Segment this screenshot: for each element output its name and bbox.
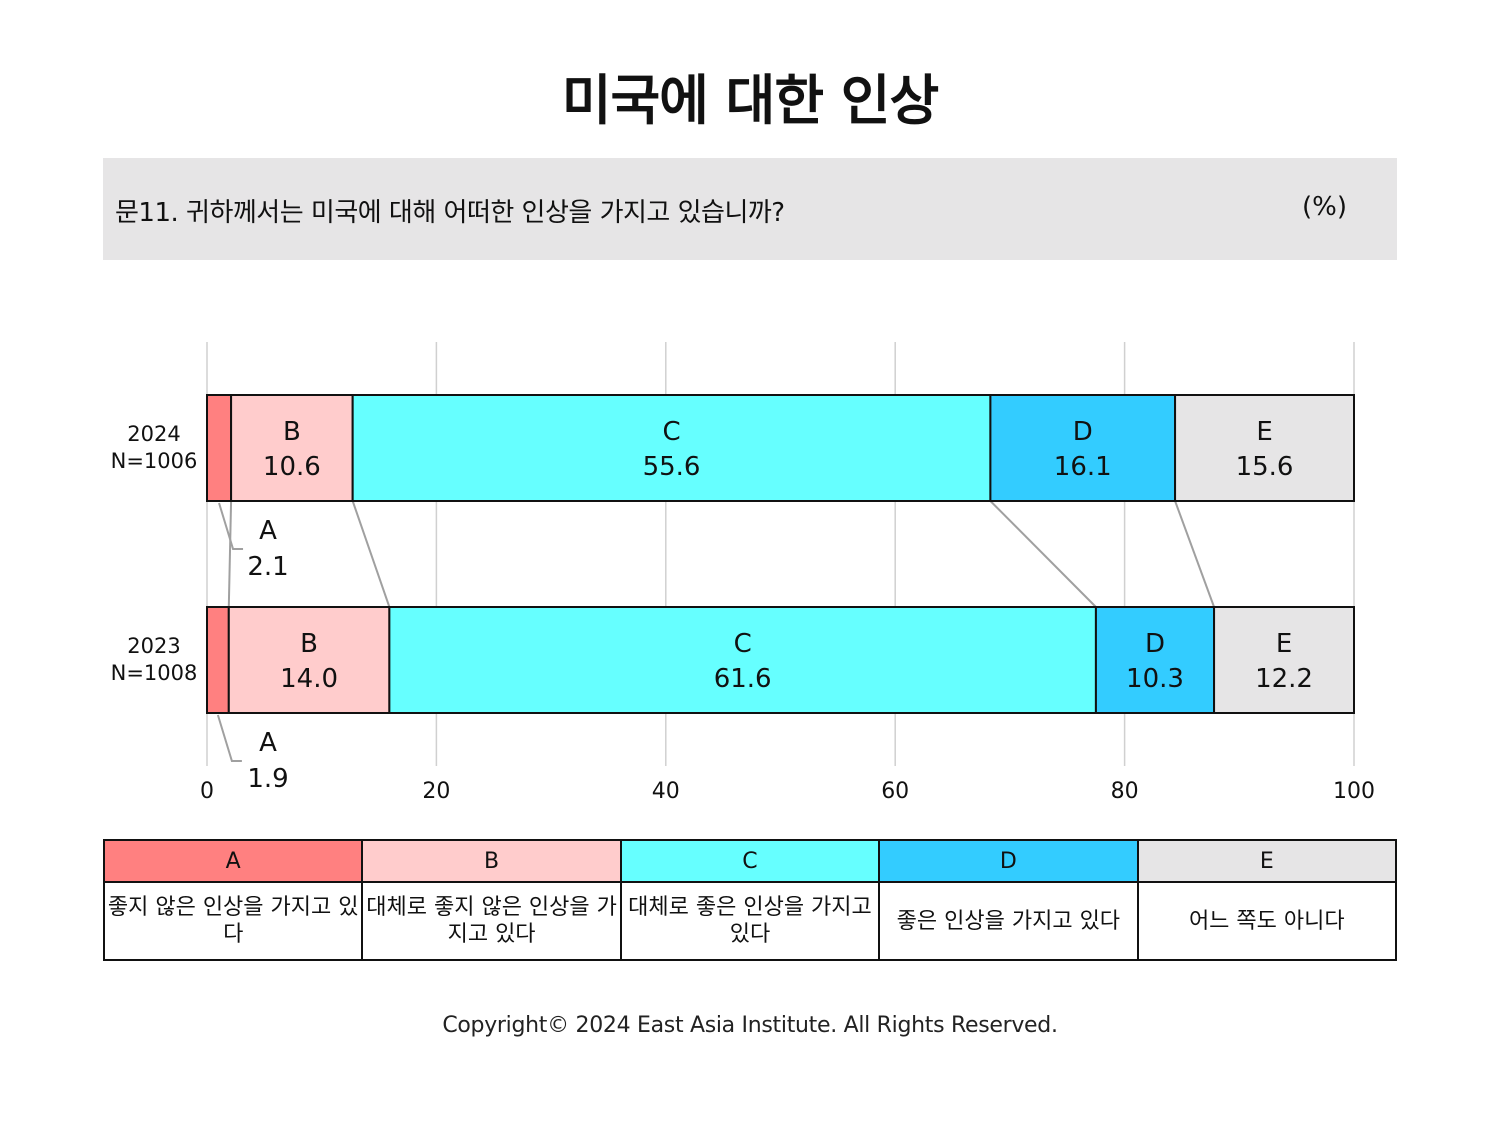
legend-desc-c: 대체로 좋은 인상을 가지고 있다	[619, 881, 881, 961]
legend-key-c: C	[619, 839, 881, 883]
segment-key-2023-E: E	[1276, 629, 1292, 659]
data-label-2023-A: 1.9	[247, 764, 288, 794]
segment-key-2024-D: D	[1073, 417, 1093, 447]
bar-2023-A	[206, 606, 230, 714]
legend-desc-a: 좋지 않은 인상을 가지고 있다	[102, 881, 364, 961]
legend-table: A B C D E 좋지 않은 인상을 가지고 있다 대체로 좋지 않은 인상을…	[102, 839, 1398, 961]
stacked-bar-chart: 0 20 40 60 80 100 B 10.6 C 55.6 D 16.1 E 15.6 2024 N=10…	[111, 342, 1375, 804]
question-box: 문11. 귀하께서는 미국에 대해 어떠한 인상을 가지고 있습니까? (%)	[103, 158, 1397, 260]
x-tick-label-40: 40	[652, 779, 680, 804]
legend-desc-b: 대체로 좋지 않은 인상을 가지고 있다	[361, 881, 622, 961]
legend-desc-e: 어느 쪽도 아니다	[1136, 881, 1398, 961]
data-label-2024-C: 55.6	[643, 452, 701, 482]
legend-header-row: A B C D E	[102, 839, 1398, 883]
copyright-text: Copyright© 2024 East Asia Institute. All…	[442, 1013, 1058, 1038]
bar-2023-C	[388, 606, 1097, 714]
bar-2024-C	[351, 394, 992, 502]
segment-key-2023-B: B	[300, 629, 318, 659]
row-label-2023: 2023	[127, 634, 180, 658]
bar-2023-D	[1094, 606, 1216, 714]
connector-line-1	[227, 500, 233, 608]
legend-key-a: A	[102, 839, 364, 883]
segment-key-2024-A: A	[259, 516, 277, 546]
page-title: 미국에 대한 인상	[561, 69, 939, 132]
question-text: 문11. 귀하께서는 미국에 대해 어떠한 인상을 가지고 있습니까?	[115, 198, 785, 228]
bar-2024-D	[989, 394, 1177, 502]
data-label-2023-D: 10.3	[1126, 664, 1184, 694]
row-n-label-2023: N=1008	[111, 661, 198, 685]
row-label-2024: 2024	[127, 422, 180, 446]
x-tick-label-20: 20	[422, 779, 450, 804]
legend-key-e: E	[1136, 839, 1398, 883]
data-label-2024-D: 16.1	[1054, 452, 1112, 482]
segment-key-2024-E: E	[1256, 417, 1272, 447]
x-tick-label-80: 80	[1111, 779, 1139, 804]
data-label-2023-C: 61.6	[714, 664, 772, 694]
legend-description-row: 좋지 않은 인상을 가지고 있다 대체로 좋지 않은 인상을 가지고 있다 대체…	[102, 881, 1398, 961]
segment-key-2023-A: A	[259, 728, 277, 758]
connector-line-3	[989, 500, 1097, 608]
callout-leader-2024	[218, 502, 244, 550]
data-label-2024-B: 10.6	[263, 452, 321, 482]
bar-2023-E	[1213, 606, 1356, 714]
bar-2024-B	[230, 394, 354, 502]
segment-key-2023-C: C	[734, 629, 752, 659]
segment-key-2023-D: D	[1145, 629, 1165, 659]
unit-label: (%)	[1302, 192, 1347, 222]
x-tick-label-60: 60	[881, 779, 909, 804]
legend-key-b: B	[361, 839, 622, 883]
data-label-2023-E: 12.2	[1255, 664, 1313, 694]
segment-key-2024-B: B	[283, 417, 301, 447]
callout-leader-2023	[216, 714, 242, 762]
legend-key-d: D	[878, 839, 1139, 883]
bar-2024-E	[1174, 394, 1355, 502]
connector-line-4	[1174, 500, 1216, 608]
connector-line-2	[351, 500, 391, 608]
data-label-2024-A: 2.1	[247, 552, 288, 582]
segment-key-2024-C: C	[662, 417, 680, 447]
x-tick-label-100: 100	[1333, 779, 1375, 804]
legend-desc-d: 좋은 인상을 가지고 있다	[878, 881, 1139, 961]
row-n-label-2024: N=1006	[111, 449, 198, 473]
bar-2023-B	[227, 606, 391, 714]
data-label-2024-E: 15.6	[1236, 452, 1294, 482]
data-label-2023-B: 14.0	[280, 664, 338, 694]
x-tick-label-0: 0	[200, 779, 214, 804]
bar-2024-A	[206, 394, 233, 502]
